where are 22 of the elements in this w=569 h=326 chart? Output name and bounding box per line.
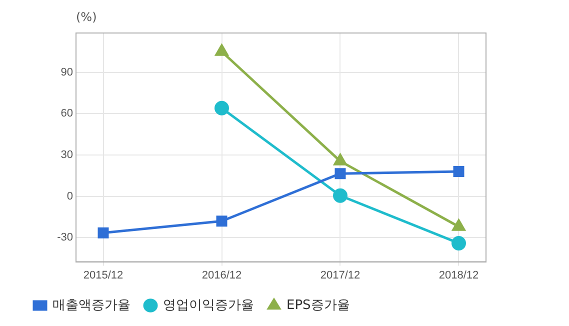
y-tick-label: 60 bbox=[60, 108, 73, 120]
y-tick-label: 90 bbox=[60, 66, 73, 78]
x-tick-label: 2016/12 bbox=[202, 269, 242, 282]
x-tick-label: 2015/12 bbox=[83, 269, 124, 282]
legend-label: 매출액증가율 bbox=[52, 298, 130, 313]
point bbox=[451, 236, 466, 250]
point bbox=[215, 44, 228, 56]
y-tick-label: -30 bbox=[57, 232, 73, 244]
x-tick-label: 2017/12 bbox=[320, 269, 360, 282]
x-tick-label: 2018/12 bbox=[438, 269, 479, 282]
point bbox=[334, 168, 346, 180]
point bbox=[333, 188, 348, 203]
point bbox=[216, 216, 228, 227]
point bbox=[453, 166, 464, 178]
legend-label: EPS증가율 bbox=[286, 298, 350, 313]
point bbox=[214, 100, 229, 116]
point bbox=[98, 227, 109, 238]
y-tick-label: 30 bbox=[60, 149, 73, 162]
y-tick-label: 0 bbox=[66, 190, 73, 202]
legend-label: 영업이익증가율 bbox=[163, 298, 254, 313]
point bbox=[334, 154, 347, 166]
y-axis-title: (%) bbox=[76, 10, 97, 24]
